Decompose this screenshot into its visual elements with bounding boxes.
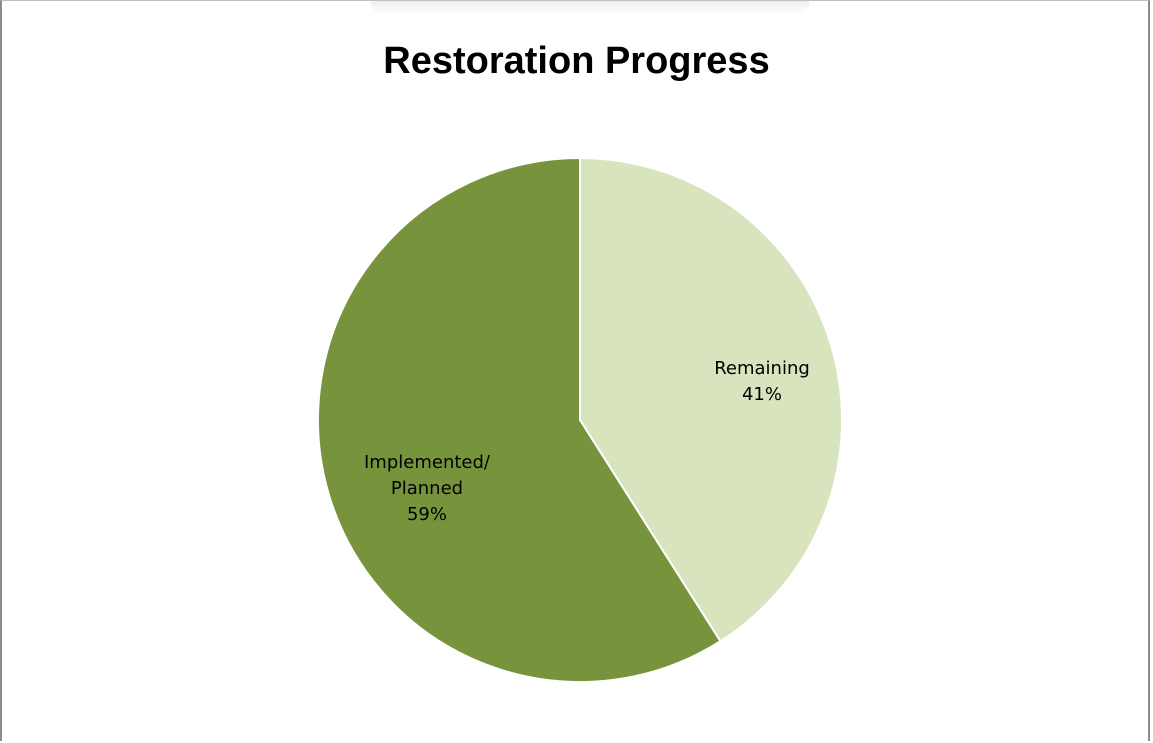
slice-label-implemented-planned: Implemented/Planned 59% <box>364 452 491 525</box>
pie-slice-implemented-planned <box>317 156 722 683</box>
chart-title: Restoration Progress <box>383 40 770 82</box>
slice-label-remaining: Remaining 41% <box>714 358 810 405</box>
pie-labels: Remaining 41% Implemented/Planned 59% <box>364 358 810 525</box>
watermark <box>370 0 810 14</box>
pie-slices <box>317 156 843 683</box>
pie-slice-remaining <box>579 156 843 643</box>
